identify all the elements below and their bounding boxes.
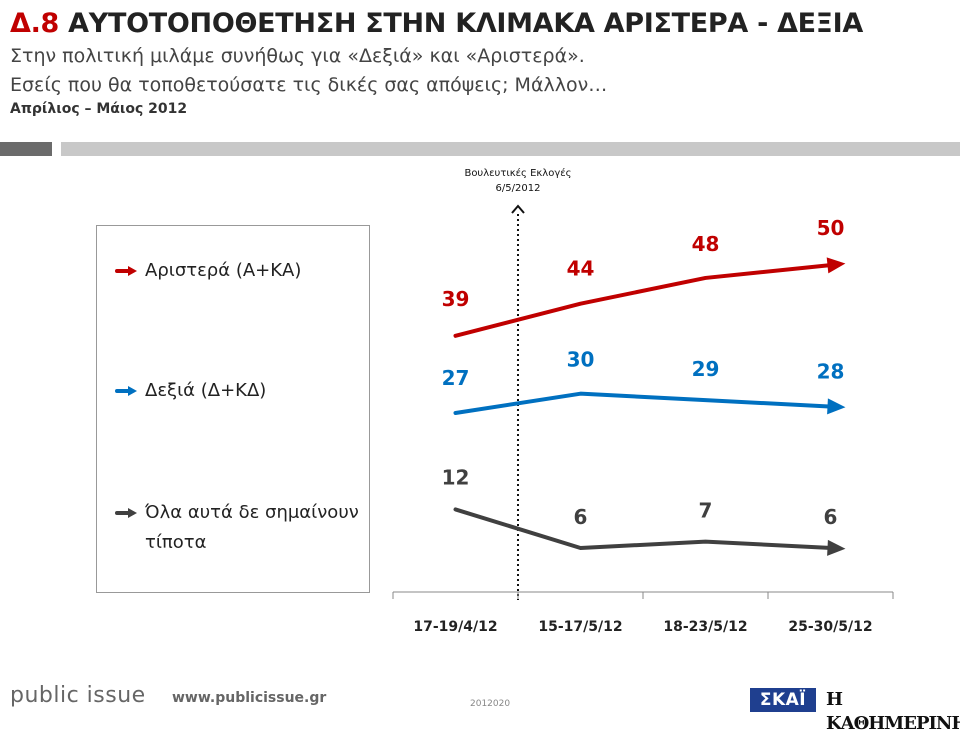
data-label: 50 — [817, 216, 845, 240]
data-label: 28 — [817, 360, 845, 384]
legend-label-left: Αριστερά (Α+ΚΑ) — [145, 260, 302, 281]
slide-title: ΑΥΤΟΤΟΠΟΘΕΤΗΣΗ ΣΤΗΝ ΚΛΙΜΑΚΑ ΑΡΙΣΤΕΡΑ - Δ… — [68, 8, 863, 39]
subtitle-line-2: Εσείς που θα τοποθετούσατε τις δικές σας… — [10, 74, 608, 96]
data-label: 29 — [692, 357, 720, 381]
slide-code: Δ.8 — [10, 8, 60, 39]
data-label: 6 — [574, 505, 588, 529]
series-line — [453, 507, 834, 551]
legend-label-none: Όλα αυτά δε σημαίνουν τίποτα — [145, 502, 359, 553]
legend-item-left: Αριστερά (Α+ΚΑ) — [115, 256, 365, 286]
publisher-brand: public issue — [10, 683, 146, 708]
series-lines — [453, 257, 846, 556]
data-label: 27 — [442, 366, 470, 390]
legend-item-none: Όλα αυτά δε σημαίνουν τίποτα — [115, 498, 365, 558]
document-code: 2012020 — [470, 699, 511, 709]
header-rule-light — [61, 142, 960, 156]
x-tick-label: 15-17/5/12 — [538, 619, 622, 635]
x-tick-label: 17-19/4/12 — [413, 619, 497, 635]
series-end-arrow-icon — [827, 398, 846, 415]
legend-item-right: Δεξιά (Δ+ΚΔ) — [115, 376, 365, 406]
legend-label-right: Δεξιά (Δ+ΚΔ) — [145, 380, 267, 401]
data-label: 7 — [699, 499, 713, 523]
publisher-url[interactable]: www.publicissue.gr — [172, 690, 327, 706]
data-label: 30 — [567, 348, 595, 372]
header-rule-dark — [0, 142, 52, 156]
data-label: 12 — [442, 465, 470, 489]
series-line — [453, 262, 834, 338]
election-marker: Βουλευτικές Εκλογές 6/5/2012 — [464, 167, 572, 600]
data-label: 48 — [692, 232, 720, 256]
x-tick-label: 25-30/5/12 — [788, 619, 872, 635]
data-label: 44 — [567, 257, 595, 281]
skai-logo: ΣΚΑΪ — [750, 688, 816, 712]
data-label: 6 — [824, 505, 838, 529]
chart-legend: Αριστερά (Α+ΚΑ) Δεξιά (Δ+ΚΔ) Όλα αυτά δε… — [96, 225, 370, 593]
page-title: Δ.8 ΑΥΤΟΤΟΠΟΘΕΤΗΣΗ ΣΤΗΝ ΚΛΙΜΑΚΑ ΑΡΙΣΤΕΡΑ… — [10, 6, 863, 42]
data-label: 39 — [442, 287, 470, 311]
header: Δ.8 ΑΥΤΟΤΟΠΟΘΕΤΗΣΗ ΣΤΗΝ ΚΛΙΜΑΚΑ ΑΡΙΣΤΕΡΑ… — [10, 6, 863, 117]
blue-arrow-icon — [115, 386, 137, 396]
x-axis: 17-19/4/12 15-17/5/12 18-23/5/12 25-30/5/12 — [392, 591, 894, 635]
up-arrow-icon — [511, 204, 525, 214]
subtitle-line-1: Στην πολιτική μιλάμε συνήθως για «Δεξιά»… — [10, 45, 585, 67]
election-marker-label-line2: 6/5/2012 — [496, 183, 541, 194]
series-end-arrow-icon — [826, 257, 846, 274]
line-chart: Βουλευτικές Εκλογές 6/5/2012 17-19/4/12 15… — [392, 167, 894, 635]
grey-arrow-icon — [115, 508, 137, 518]
survey-period: Απρίλιος – Μάιος 2012 — [10, 101, 188, 117]
kathimerini-logo: Η ΚΑΘΗΜΕΡΙΝΗ — [826, 689, 960, 734]
series-end-arrow-icon — [827, 539, 846, 556]
x-tick-label: 18-23/5/12 — [663, 619, 747, 635]
election-marker-label-line1: Βουλευτικές Εκλογές — [464, 167, 571, 179]
data-labels: 39 44 48 50 27 30 29 28 12 6 7 6 — [442, 216, 845, 529]
red-arrow-icon — [115, 266, 137, 276]
series-line — [453, 391, 834, 415]
